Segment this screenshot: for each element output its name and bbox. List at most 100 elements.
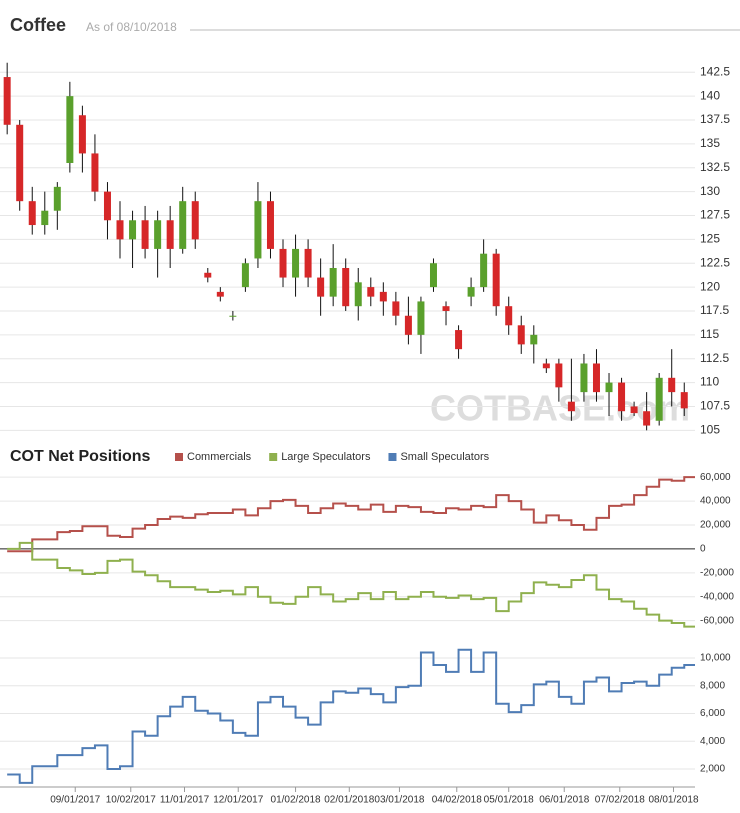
candle-body — [567, 401, 575, 412]
candle-body — [592, 363, 600, 393]
candle-body — [292, 248, 300, 278]
candle-body — [618, 382, 626, 412]
candle-body — [16, 124, 24, 202]
candle-body — [241, 263, 249, 288]
y-tick-label: 135 — [700, 136, 720, 150]
candle-body — [342, 268, 350, 307]
y-tick-label: 120 — [700, 279, 720, 293]
series-line — [7, 476, 695, 553]
y-tick-label: 112.5 — [700, 351, 729, 365]
candle-body — [580, 363, 588, 393]
candle-body — [429, 263, 437, 288]
candle-body — [304, 248, 312, 278]
y-tick-label: 137.5 — [700, 112, 730, 126]
x-tick-label: 11/01/2017 — [160, 795, 210, 806]
candle-body — [555, 363, 563, 388]
candle-body — [530, 334, 538, 345]
x-tick-label: 04/02/2018 — [432, 795, 482, 806]
candle-body — [442, 306, 450, 311]
cot-title: COT Net Positions — [10, 448, 151, 465]
candle-body — [517, 325, 525, 345]
candle-body — [367, 287, 375, 297]
x-tick-label: 10/02/2017 — [106, 795, 156, 806]
legend-label: Small Speculators — [400, 451, 489, 463]
candle-body — [229, 315, 237, 317]
y-tick-label: 107.5 — [700, 399, 730, 413]
y-tick-label: 127.5 — [700, 208, 730, 222]
candle-body — [66, 96, 74, 163]
y-tick-label: 60,000 — [700, 472, 731, 483]
x-tick-label: 07/02/2018 — [595, 795, 645, 806]
legend-swatch — [269, 453, 278, 461]
candle-body — [317, 277, 325, 297]
candle-body — [53, 186, 61, 211]
candle-body — [129, 220, 137, 240]
candle-body — [655, 377, 663, 421]
candle-body — [643, 411, 651, 426]
legend-label: Large Speculators — [281, 451, 371, 463]
legend-label: Commercials — [187, 451, 252, 463]
y-tick-label: 10,000 — [700, 653, 731, 664]
y-tick-label: 2,000 — [700, 764, 725, 775]
series-line — [7, 648, 695, 784]
x-tick-label: 01/02/2018 — [271, 795, 321, 806]
candle-body — [505, 306, 513, 326]
y-tick-label: -60,000 — [700, 615, 734, 626]
y-tick-label: 130 — [700, 184, 720, 198]
legend-swatch — [175, 453, 183, 461]
y-tick-label: 105 — [700, 422, 720, 436]
x-tick-label: 05/01/2018 — [484, 795, 534, 806]
watermark: COTBASE.com — [430, 388, 690, 429]
y-tick-label: 115 — [700, 327, 719, 341]
y-tick-label: 117.5 — [700, 303, 729, 317]
candle-body — [216, 291, 224, 297]
candle-body — [166, 220, 174, 249]
y-tick-label: 122.5 — [700, 255, 730, 269]
x-tick-label: 12/01/2017 — [213, 795, 263, 806]
candle-body — [455, 330, 463, 350]
candle-body — [668, 377, 676, 393]
candle-body — [179, 201, 187, 249]
candle-body — [404, 315, 412, 335]
y-tick-label: 132.5 — [700, 160, 730, 174]
legend-swatch — [388, 453, 397, 461]
candle-body — [78, 115, 86, 154]
candle-body — [116, 220, 124, 240]
candle-body — [417, 301, 425, 335]
y-tick-label: 0 — [700, 544, 706, 555]
candle-body — [354, 282, 362, 307]
candle-body — [266, 201, 274, 249]
candle-body — [154, 220, 162, 249]
y-tick-label: -40,000 — [700, 591, 734, 602]
y-tick-label: 4,000 — [700, 736, 725, 747]
candle-body — [605, 382, 613, 393]
y-tick-label: 20,000 — [700, 520, 731, 531]
chart-subtitle: As of 08/10/2018 — [86, 20, 177, 34]
candle-body — [141, 220, 149, 249]
x-tick-label: 03/01/2018 — [374, 795, 424, 806]
candle-body — [480, 253, 488, 288]
y-tick-label: 8,000 — [700, 680, 725, 691]
series-line — [7, 541, 695, 628]
chart-title: Coffee — [10, 15, 66, 35]
y-tick-label: 110 — [700, 375, 719, 389]
candle-body — [630, 406, 638, 414]
candle-body — [279, 248, 287, 278]
x-tick-label: 02/01/2018 — [324, 795, 374, 806]
candle-body — [379, 291, 387, 302]
candle-body — [680, 392, 688, 409]
candle-body — [41, 210, 49, 226]
candle-body — [28, 201, 36, 226]
y-tick-label: 142.5 — [700, 64, 730, 78]
candle-body — [329, 268, 337, 297]
x-tick-label: 09/01/2017 — [50, 795, 100, 806]
y-tick-label: -20,000 — [700, 567, 734, 578]
candle-body — [254, 201, 262, 259]
candle-body — [91, 153, 99, 192]
y-tick-label: 125 — [700, 232, 720, 246]
x-tick-label: 06/01/2018 — [539, 795, 589, 806]
candle-body — [492, 253, 500, 307]
candle-body — [204, 272, 212, 278]
candle-body — [392, 301, 400, 316]
